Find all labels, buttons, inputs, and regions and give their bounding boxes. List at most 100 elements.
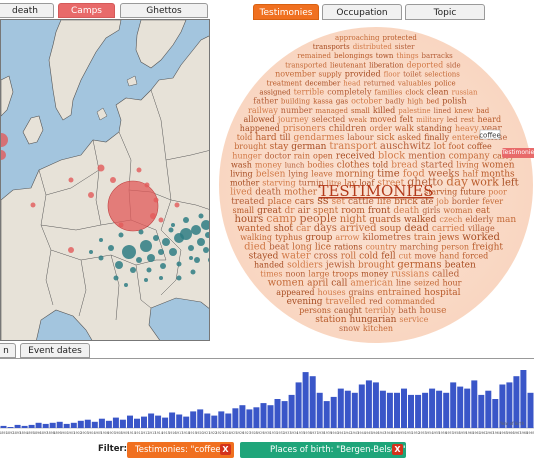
- cloud-word[interactable]: auschwitz: [380, 141, 431, 152]
- cloud-word[interactable]: death: [255, 188, 281, 198]
- histogram-bar[interactable]: [309, 376, 316, 428]
- histogram-bar[interactable]: [169, 412, 176, 429]
- histogram-bar[interactable]: [14, 424, 21, 428]
- cloud-word[interactable]: received: [336, 151, 375, 161]
- cloud-word[interactable]: labour: [347, 133, 373, 142]
- histogram-bar[interactable]: [372, 382, 379, 428]
- cloud-word[interactable]: service: [399, 315, 428, 324]
- ghetto-circle[interactable]: [144, 278, 148, 282]
- cloud-word[interactable]: red: [369, 297, 383, 306]
- cloud-word[interactable]: beat: [269, 242, 289, 252]
- ghetto-circle[interactable]: [99, 238, 103, 242]
- cloud-word[interactable]: shot: [274, 224, 294, 234]
- ghetto-circle[interactable]: [124, 283, 128, 287]
- cloud-word[interactable]: provided: [345, 69, 381, 78]
- histogram-bar[interactable]: [330, 396, 337, 428]
- cloud-word[interactable]: room: [341, 206, 365, 216]
- cloud-word[interactable]: times: [260, 270, 282, 279]
- cloud-word[interactable]: gendarmes: [294, 133, 345, 143]
- cloud-word[interactable]: typhus: [275, 233, 302, 242]
- histogram-bar[interactable]: [225, 413, 232, 429]
- cloud-word[interactable]: gas: [336, 98, 349, 106]
- ghetto-circle[interactable]: [108, 245, 114, 251]
- cloud-word[interactable]: forced: [462, 251, 488, 260]
- cloud-word[interactable]: commanded: [386, 297, 435, 306]
- cloud-word[interactable]: walking: [240, 233, 272, 242]
- ghetto-circle[interactable]: [136, 257, 142, 263]
- cloud-word[interactable]: died: [244, 241, 267, 252]
- cloud-word[interactable]: czech: [439, 215, 462, 224]
- cloud-center-word[interactable]: TESTIMONIES: [318, 182, 433, 200]
- histogram-bar[interactable]: [127, 415, 133, 428]
- histogram-bar[interactable]: [358, 384, 365, 429]
- histogram-bar[interactable]: [471, 380, 478, 428]
- cloud-word[interactable]: money: [361, 270, 388, 279]
- histogram-bar[interactable]: [337, 388, 344, 428]
- cloud-word[interactable]: order: [370, 124, 392, 133]
- cloud-word[interactable]: managed: [315, 107, 348, 115]
- histogram-bar[interactable]: [84, 419, 91, 428]
- cloud-word[interactable]: badly: [385, 98, 404, 106]
- ghetto-circle[interactable]: [140, 240, 152, 252]
- map-canvas[interactable]: [1, 20, 210, 341]
- cloud-word[interactable]: dr: [285, 206, 296, 216]
- cloud-word[interactable]: called: [432, 270, 459, 280]
- cloud-word[interactable]: arrow: [335, 233, 359, 242]
- ghetto-circle[interactable]: [180, 228, 192, 240]
- cloud-word[interactable]: house: [420, 306, 447, 316]
- ghetto-circle[interactable]: [190, 269, 196, 275]
- cloud-word[interactable]: approaching: [335, 34, 380, 42]
- histogram-bar[interactable]: [70, 422, 77, 428]
- cloud-word[interactable]: carried: [432, 224, 465, 234]
- cloud-word[interactable]: clothes: [337, 160, 370, 170]
- cloud-word[interactable]: women: [482, 160, 515, 170]
- cloud-word[interactable]: heard: [478, 115, 502, 124]
- cloud-word[interactable]: kassa: [313, 98, 333, 106]
- cloud-word[interactable]: head: [343, 80, 361, 88]
- histogram-bar[interactable]: [295, 382, 302, 428]
- cloud-word[interactable]: weak: [348, 116, 367, 124]
- cloud-word[interactable]: station: [315, 315, 347, 325]
- cloud-word[interactable]: october: [351, 97, 382, 106]
- histogram-bar[interactable]: [401, 388, 407, 428]
- cloud-word[interactable]: jews: [438, 233, 460, 243]
- histogram-bar[interactable]: [63, 423, 70, 428]
- camp-circle[interactable]: [1, 150, 6, 160]
- camps-map[interactable]: [0, 19, 210, 341]
- cloud-word[interactable]: terrible: [294, 88, 325, 97]
- histogram-bar[interactable]: [211, 415, 218, 428]
- side-label[interactable]: Testimonies: [502, 148, 534, 158]
- ghetto-circle[interactable]: [194, 257, 200, 263]
- tab-left-partial[interactable]: n: [0, 343, 16, 358]
- cloud-word[interactable]: happened: [240, 124, 280, 133]
- cloud-word[interactable]: treatment: [267, 80, 303, 88]
- histogram-bar[interactable]: [77, 420, 84, 429]
- ghetto-circle[interactable]: [118, 232, 124, 238]
- cloud-word[interactable]: man: [497, 215, 517, 225]
- cloud-word[interactable]: day: [446, 175, 468, 189]
- cloud-word[interactable]: mother: [284, 188, 318, 198]
- cloud-word[interactable]: guards: [369, 215, 401, 225]
- ghetto-circle[interactable]: [147, 254, 155, 262]
- histogram-bar[interactable]: [302, 372, 309, 428]
- histogram-bar[interactable]: [246, 409, 253, 428]
- cloud-word[interactable]: travelled: [326, 297, 367, 307]
- cloud-word[interactable]: american: [350, 279, 393, 289]
- cloud-word[interactable]: months: [481, 170, 515, 180]
- cloud-word[interactable]: lieutenant: [330, 61, 366, 69]
- cloud-word[interactable]: wash: [231, 160, 252, 169]
- cloud-word[interactable]: fever: [482, 197, 503, 206]
- cloud-word[interactable]: brought: [234, 142, 267, 151]
- cloud-word[interactable]: death: [393, 206, 419, 216]
- cloud-word[interactable]: weeks: [428, 169, 460, 180]
- cloud-word[interactable]: number: [281, 106, 313, 115]
- cloud-word[interactable]: returned: [364, 80, 396, 88]
- histogram-bar[interactable]: [415, 394, 422, 428]
- cloud-word[interactable]: side: [446, 61, 460, 69]
- cloud-word[interactable]: foot: [449, 142, 466, 151]
- cloud-word[interactable]: group: [305, 233, 332, 243]
- camp-circle[interactable]: [144, 182, 150, 188]
- cloud-word[interactable]: lived: [230, 188, 252, 198]
- cloud-word[interactable]: elderly: [465, 215, 494, 224]
- cloud-word[interactable]: worked: [462, 232, 500, 243]
